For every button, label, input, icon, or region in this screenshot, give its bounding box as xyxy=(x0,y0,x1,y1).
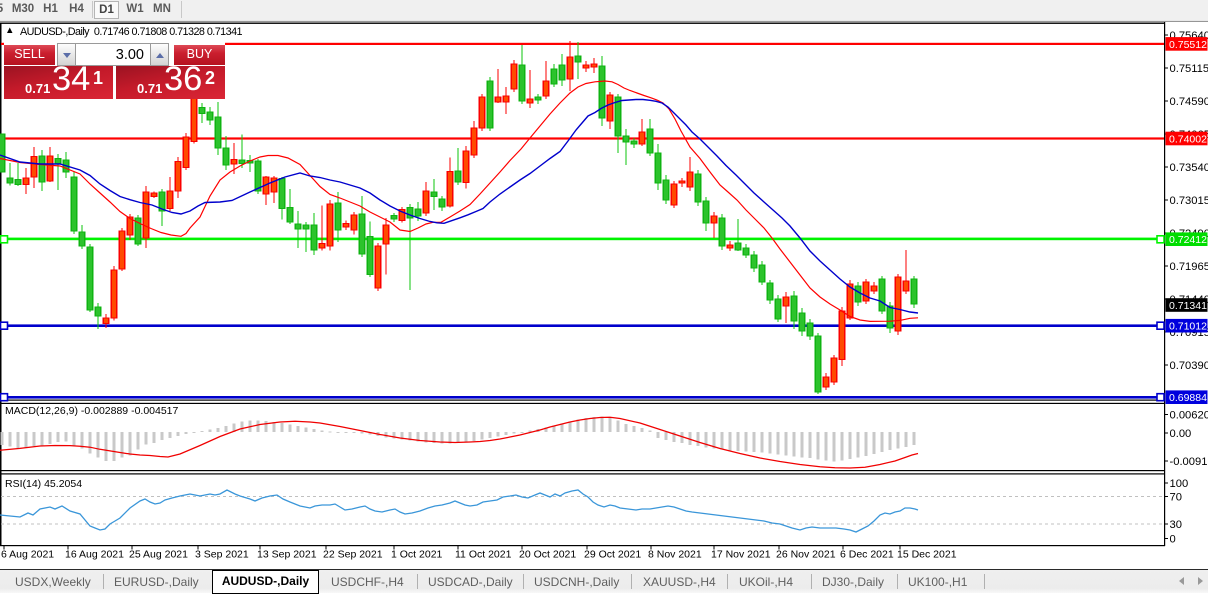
svg-text:RSI(14) 45.2054: RSI(14) 45.2054 xyxy=(5,478,82,490)
svg-text:15 Dec 2021: 15 Dec 2021 xyxy=(897,549,957,561)
svg-text:0.73015: 0.73015 xyxy=(1170,195,1208,207)
svg-text:30: 30 xyxy=(1170,519,1182,531)
svg-text:0.70390: 0.70390 xyxy=(1170,360,1208,372)
svg-text:0.74002: 0.74002 xyxy=(1169,134,1207,146)
svg-text:6 Aug 2021: 6 Aug 2021 xyxy=(1,549,54,561)
svg-text:25 Aug 2021: 25 Aug 2021 xyxy=(129,549,188,561)
svg-text:0.69884: 0.69884 xyxy=(1169,392,1207,404)
svg-text:0.00: 0.00 xyxy=(1170,428,1192,440)
svg-text:0.73540: 0.73540 xyxy=(1170,162,1208,174)
svg-text:100: 100 xyxy=(1170,478,1189,490)
svg-text:1 Oct 2021: 1 Oct 2021 xyxy=(391,549,443,561)
svg-text:0.71012: 0.71012 xyxy=(1169,321,1207,333)
svg-text:-0.009197: -0.009197 xyxy=(1170,456,1208,468)
svg-text:13 Sep 2021: 13 Sep 2021 xyxy=(257,549,317,561)
svg-text:70: 70 xyxy=(1170,492,1182,504)
svg-text:16 Aug 2021: 16 Aug 2021 xyxy=(65,549,124,561)
svg-text:0.75512: 0.75512 xyxy=(1169,39,1207,51)
svg-text:0.71341: 0.71341 xyxy=(1169,300,1207,312)
svg-text:11 Oct 2021: 11 Oct 2021 xyxy=(455,549,512,561)
svg-text:3 Sep 2021: 3 Sep 2021 xyxy=(195,549,249,561)
svg-text:26 Nov 2021: 26 Nov 2021 xyxy=(776,549,836,561)
svg-text:0: 0 xyxy=(1170,534,1176,546)
svg-text:0.75115: 0.75115 xyxy=(1170,63,1208,75)
svg-text:0.006201: 0.006201 xyxy=(1170,410,1208,422)
svg-text:29 Oct 2021: 29 Oct 2021 xyxy=(584,549,641,561)
svg-text:8 Nov 2021: 8 Nov 2021 xyxy=(648,549,702,561)
svg-text:22 Sep 2021: 22 Sep 2021 xyxy=(323,549,383,561)
svg-text:MACD(12,26,9) -0.002889 -0.004: MACD(12,26,9) -0.002889 -0.004517 xyxy=(5,405,179,417)
svg-text:17 Nov 2021: 17 Nov 2021 xyxy=(711,549,771,561)
svg-text:6 Dec 2021: 6 Dec 2021 xyxy=(840,549,894,561)
svg-text:AUDUSD-,Daily 0.71746 0.71808: AUDUSD-,Daily 0.71746 0.71808 0.71328 0.… xyxy=(20,26,243,38)
svg-text:20 Oct 2021: 20 Oct 2021 xyxy=(519,549,576,561)
svg-text:0.71965: 0.71965 xyxy=(1170,261,1208,273)
svg-text:0.74590: 0.74590 xyxy=(1170,96,1208,108)
svg-text:0.72412: 0.72412 xyxy=(1169,234,1207,246)
